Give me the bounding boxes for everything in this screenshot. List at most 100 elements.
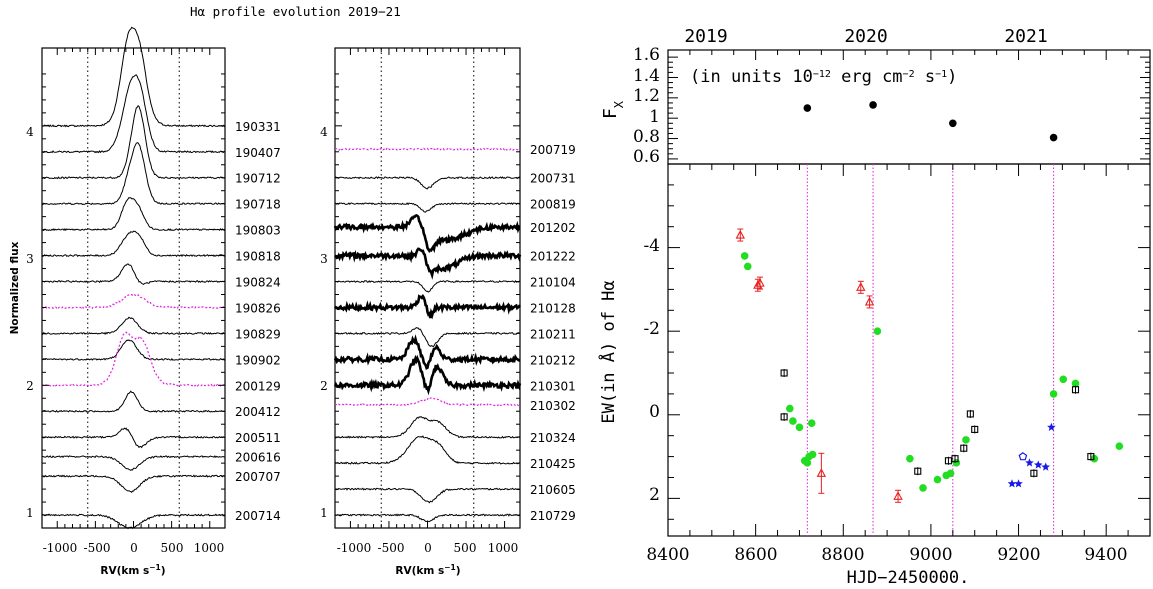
ew-point-black [914,467,922,475]
spectrum-date-label: 210211 [530,327,576,341]
spectrum-190718 [41,142,226,206]
ew-epoch-lines [806,164,1055,536]
ew-point-green [808,450,817,459]
ew-point-black [960,444,968,452]
ew-point-green [1049,390,1058,398]
spectrum-date-label: 210104 [530,276,576,290]
ew-point-black [1071,386,1080,394]
y-tick-label: 0.6 [633,147,660,167]
spectrum-date-label: 210425 [530,457,576,471]
ew-point-green [946,469,955,478]
left-panel-date-labels: 190331 190407 190712 190718 190803 190818 1908… [235,120,281,523]
y-tick-label: 0.8 [633,127,660,147]
middle-panel-guides [380,48,475,528]
x-tick-label: 0 [424,541,432,555]
y-tick-label: 1 [26,506,34,520]
y-tick-label: 1.6 [633,45,660,65]
spectrum-210128 [333,293,522,320]
ew-point-red [864,296,875,306]
year-label: 2021 [1004,26,1047,47]
ew-point-black [780,369,788,377]
spectrum-190407 [41,74,226,154]
spectrum-date-label: 201202 [530,221,576,235]
x-tick-label: -500 [378,541,405,555]
ew-y-tick-labels: -4 -2 0 2 [643,236,660,505]
y-tick-label: 1 [649,107,660,127]
spectrum-210605 [334,487,521,504]
left-panel-ticks [42,48,225,528]
middle-panel-frame [334,47,521,529]
y-tick-label: 2 [320,379,328,393]
spectrum-200707 [41,474,226,494]
y-tick-label: 2 [26,379,34,393]
x-tick-label: 9000 [909,545,952,565]
ew-point-green [740,252,749,260]
ew-point-green [906,454,914,463]
xray-unit-label: (in units 10−12 erg cm−2 s−1) [690,67,957,87]
x-tick-label: -1000 [43,541,78,555]
xray-point [803,104,812,112]
left-x-axis-label: RV(km s−1) [100,563,165,578]
spectrum-date-label: 200129 [235,379,281,393]
middle-panel-date-labels: 200719 200731 200819 201202 201222 210104 2101… [530,143,576,523]
middle-panel-x-tick-labels: -1000 -500 0 500 1000 [337,541,519,555]
ew-point-green [1059,375,1068,384]
spectrum-date-label: 200511 [235,431,281,445]
ew-point-green [803,459,812,467]
spectrum-210212 [333,334,521,370]
middle-panel-ticks [335,48,520,528]
ew-x-tick-labels: 8400 8600 8800 9000 9200 9400 [646,545,1127,565]
ew-point-blue-star [1014,479,1023,488]
x-tick-label: 8400 [646,545,689,565]
ew-point-green [952,459,961,467]
ew-x-axis-label: HJD−2450000. [847,568,970,588]
left-panel-y-tick-labels: 1 2 3 4 [26,125,34,520]
middle-panel-y-tick-labels: 1 2 3 4 [320,125,328,520]
spectrum-date-label: 210301 [530,379,576,393]
spectrum-190803 [41,196,226,232]
spectrum-date-label: 200819 [530,198,576,212]
y-tick-label: 3 [26,252,34,266]
spectrum-200129 [41,331,226,387]
ew-point-red [735,229,746,239]
spectrum-date-label: 210324 [530,431,576,445]
y-tick-label: 1.2 [633,86,660,106]
year-label: 2019 [684,26,727,47]
ew-point-green [919,484,927,492]
spectrum-date-label: 200731 [530,172,576,186]
spectrum-date-label: 200707 [235,470,281,484]
spectrum-date-label: 210605 [530,483,576,497]
x-tick-label: 1000 [194,541,225,555]
y-tick-label: 4 [320,125,328,139]
spectrum-210302 [334,397,521,407]
ew-point-green [795,423,804,432]
xray-y-tick-labels: 0.6 0.8 1 1.2 1.4 1.6 [633,45,660,167]
ew-point-black [971,425,979,433]
ew-point-black [966,410,974,418]
spectrum-date-label: 200412 [235,405,281,419]
year-label: 2020 [844,26,887,47]
spectrum-210211 [334,327,521,348]
spectrum-date-label: 190824 [235,276,281,290]
ew-point-black [780,413,788,421]
spectrum-date-label: 190803 [235,224,281,238]
spectrum-date-label: 210212 [530,353,576,367]
ew-point-green [807,419,816,427]
ew-point-green [786,404,794,413]
xray-point [869,101,877,109]
spectrum-190331 [41,26,226,128]
x-tick-label: 0 [130,541,138,555]
x-tick-label: 8800 [821,545,864,565]
ew-point-green [873,327,882,335]
xray-flux-panel: 2019 2020 2021 0.6 0.8 1 1.2 1.4 1.6 (in… [600,26,1151,167]
ew-panel-ticks [667,164,1151,536]
spectrum-200412 [41,390,226,413]
y-tick-label: 1.4 [633,66,660,86]
xray-point [949,119,957,128]
ew-point-blue-star [1041,462,1050,471]
ew-panel: 8400 8600 8800 9000 9200 9400 -4 -2 0 2 … [597,163,1151,588]
spectrum-200719 [335,147,521,152]
spectrum-190824 [41,263,226,286]
ew-point-green [743,262,752,271]
left-profile-panel: -1000 -500 0 500 1000 1 2 3 4 190331 1904… [9,26,281,578]
